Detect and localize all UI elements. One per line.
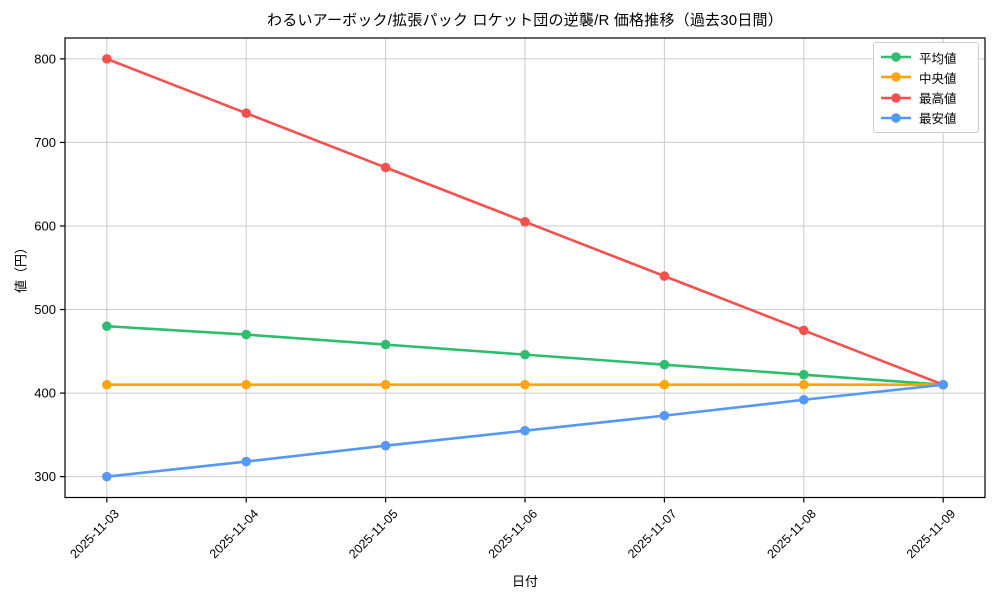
- data-point-s2-0: [102, 54, 112, 64]
- x-tick-label: 2025-11-04: [207, 507, 261, 561]
- legend-label: 最安値: [919, 112, 957, 127]
- legend-item-1: 中央値: [881, 68, 971, 87]
- legend-item-0: 平均値: [881, 48, 971, 67]
- legend-label: 最高値: [919, 92, 957, 107]
- data-point-s0-1: [241, 329, 252, 340]
- data-point-s1-5: [798, 379, 809, 390]
- y-tick-label: 800: [34, 51, 56, 66]
- data-point-s0-0: [102, 321, 112, 332]
- x-tick-label: 2025-11-06: [486, 507, 540, 561]
- y-tick-label: 500: [34, 302, 56, 317]
- legend-line-dot-icon: [881, 72, 911, 83]
- chart-title: わるいアーボック/拡張パック ロケット団の逆襲/R 価格推移（過去30日間）: [267, 12, 783, 29]
- x-tick-label: 2025-11-05: [346, 507, 400, 561]
- legend-label: 平均値: [919, 51, 957, 66]
- data-point-s3-0: [102, 471, 112, 482]
- x-tick-label: 2025-11-09: [904, 507, 958, 561]
- x-tick-label: 2025-11-08: [764, 507, 818, 561]
- data-point-s3-6: [938, 379, 948, 390]
- data-point-s2-5: [798, 325, 809, 336]
- data-point-s1-2: [380, 379, 391, 390]
- x-tick-label: 2025-11-03: [67, 507, 121, 561]
- data-point-s3-1: [241, 456, 252, 467]
- data-point-s3-3: [520, 425, 530, 436]
- x-axis-label: 日付: [511, 574, 538, 589]
- data-point-s1-3: [520, 379, 530, 390]
- y-axis-label: 値（円）: [13, 240, 29, 294]
- data-point-s0-4: [659, 359, 670, 370]
- data-point-s1-1: [241, 379, 252, 390]
- data-point-s2-1: [241, 108, 252, 118]
- data-point-s2-4: [659, 271, 670, 281]
- legend-item-2: 最高値: [881, 88, 971, 107]
- data-point-s0-3: [520, 349, 530, 360]
- legend: 平均値中央値最高値最安値: [873, 42, 979, 133]
- legend-line-dot-icon: [881, 52, 911, 62]
- y-tick-label: 600: [34, 218, 56, 233]
- legend-label: 中央値: [919, 71, 957, 86]
- legend-line-dot-icon: [881, 92, 911, 103]
- legend-line-dot-icon: [881, 113, 911, 123]
- data-point-s0-2: [380, 339, 391, 350]
- data-point-s2-3: [520, 217, 530, 227]
- y-tick-label: 300: [34, 469, 56, 484]
- data-point-s0-5: [798, 369, 809, 380]
- data-point-s3-2: [380, 440, 391, 451]
- data-point-s1-0: [102, 379, 112, 390]
- data-point-s3-4: [659, 410, 670, 421]
- data-point-s1-4: [659, 379, 670, 390]
- y-tick-label: 400: [34, 386, 56, 401]
- data-point-s2-2: [380, 162, 391, 173]
- y-tick-label: 700: [34, 135, 56, 150]
- x-tick-label: 2025-11-07: [625, 507, 679, 561]
- data-point-s3-5: [798, 394, 809, 405]
- legend-item-3: 最安値: [881, 108, 971, 127]
